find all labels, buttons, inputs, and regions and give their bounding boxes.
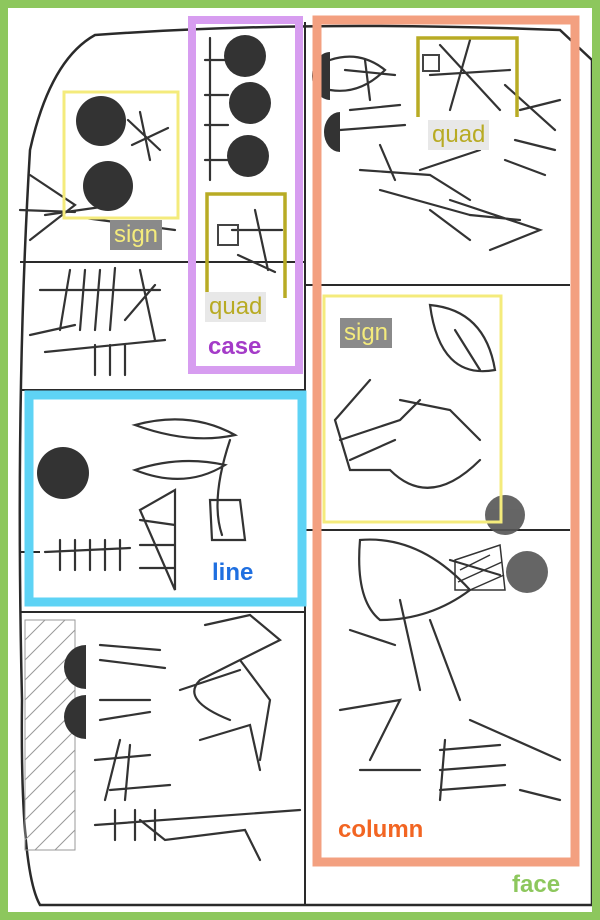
column-box: [312, 15, 580, 867]
cuneiform-wedges: [18, 36, 562, 862]
round-impressions: [37, 35, 340, 739]
line-label: line: [212, 559, 254, 586]
sign-box: [322, 294, 503, 524]
line-box: [24, 390, 307, 607]
tablet-outline: [18, 22, 594, 907]
case-box: [188, 16, 303, 374]
quad-bracket: [416, 36, 519, 117]
grey-impressions: [485, 495, 548, 593]
sign-label: sign: [110, 220, 163, 250]
quad-label: quad: [428, 120, 490, 150]
hatched-impression: [454, 543, 506, 591]
sign-box: [62, 90, 180, 220]
quad-label: quad: [205, 292, 267, 322]
case-label: case: [208, 333, 262, 360]
hatched-area: [24, 619, 76, 851]
sign-label: sign: [340, 318, 393, 348]
face-label: face: [512, 871, 561, 898]
column-label: column: [338, 816, 424, 843]
quad-bracket: [205, 192, 287, 298]
square-wedges: [217, 54, 440, 246]
